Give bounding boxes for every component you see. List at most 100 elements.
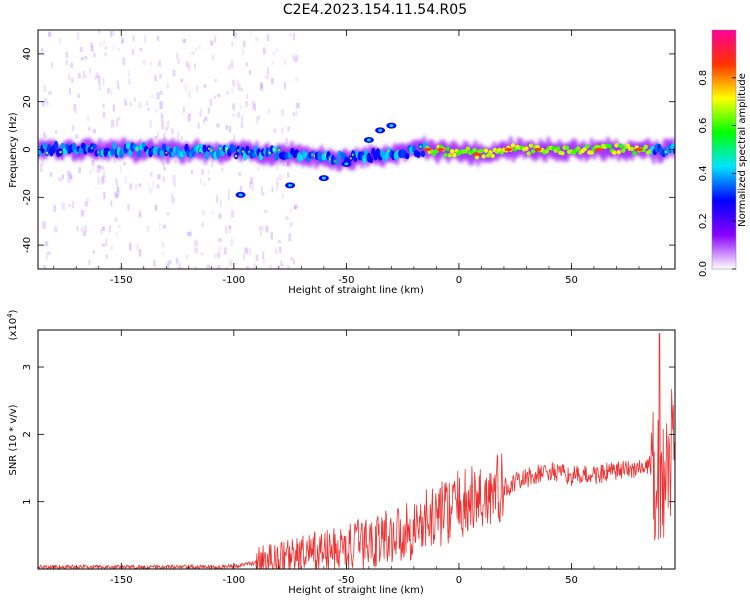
speckle-mark [244,247,247,254]
speckle-mark [214,35,217,43]
speckle-mark [240,121,244,129]
speckle-mark [90,45,94,52]
ridge-peak-mark [135,147,139,151]
speckle-mark [218,213,222,219]
speckle-mark [228,225,231,229]
speckle-mark [230,210,234,218]
ridge-core-mark [585,144,590,149]
speckle-mark [102,170,105,177]
speckle-mark [281,127,284,135]
speckle-mark [73,264,76,269]
speckle-mark [256,116,259,124]
ridge-peak-mark [423,147,432,152]
speckle-mark [161,121,165,129]
speckle-mark [260,82,263,89]
speckle-mark [225,124,228,130]
snr-x-label: Height of straight line (km) [288,585,424,596]
ridge-core-mark [202,144,207,153]
speckle-mark [188,231,192,237]
speckle-mark [293,55,297,63]
speckle-mark [156,131,160,138]
speckle-mark [168,260,172,265]
speckle-mark [120,39,125,44]
ridge-core-mark [555,146,561,151]
speckle-mark [102,77,105,86]
speckle-mark [296,102,300,109]
speckle-mark [281,264,284,269]
speckle-mark [211,159,214,168]
speckle-mark [194,266,198,269]
ridge-core-mark [490,153,495,159]
ridge-core-mark [335,158,340,166]
speckle-mark [265,225,269,233]
speckle-mark [162,164,167,169]
ridge-core-mark [472,148,477,153]
speckle-mark [171,128,175,135]
speckle-mark [228,259,233,267]
speckle-mark [248,248,252,256]
speckle-mark [193,63,196,69]
speckle-mark [182,106,185,113]
speckle-mark [127,203,130,211]
speckle-mark [116,187,121,196]
speckle-mark [136,244,139,251]
ridge-core-mark [416,151,421,158]
speckle-mark [240,88,243,92]
speckle-mark [207,107,210,114]
speckle-mark [127,70,130,78]
snr-panel: -150 -100 -50 0 50 1 2 3 Height of straight li… [6,309,676,596]
speckle-mark [116,80,120,88]
speckle-mark [149,171,153,177]
spectrogram-y-ticks: -40 -20 0 20 40 [22,48,675,253]
speckle-mark [245,62,248,67]
speckle-mark [177,131,180,139]
speckle-mark [252,263,256,269]
speckle-mark [159,74,162,79]
speckle-mark [266,34,270,42]
speckle-mark [100,227,103,235]
ridge-core-mark [524,146,529,151]
speckle-mark [131,49,135,55]
ridge-peak-mark [472,152,481,156]
colorbar-ticks: 0.0 0.2 0.4 0.6 0.8 [698,70,736,277]
speckle-mark [241,49,244,56]
speckle-mark [262,251,265,260]
speckle-mark [223,247,227,255]
speckle-mark [152,180,155,188]
speckle-mark [162,176,165,182]
speckle-mark [278,246,282,254]
speckle-mark [105,239,108,247]
speckle-mark [262,47,266,55]
y-tick-label: 3 [22,364,33,370]
speckle-mark [246,247,249,254]
speckle-mark [47,31,52,37]
speckle-mark [99,166,102,171]
speckle-mark [43,265,46,269]
branch-core-mark [366,138,371,142]
speckle-mark [271,186,274,193]
speckle-mark [217,252,221,258]
speckle-mark [279,174,283,181]
speckle-mark [41,101,45,107]
speckle-mark [123,98,127,106]
speckle-mark [260,231,262,236]
speckle-mark [182,38,187,43]
speckle-mark [159,90,163,96]
speckle-mark [186,231,190,237]
speckle-mark [172,69,176,77]
ridge-core-mark [60,142,65,150]
ridge-core-mark [112,142,117,150]
speckle-mark [161,161,165,166]
speckle-mark [41,158,44,165]
ridge-core-mark [420,150,426,158]
speckle-mark [94,75,97,80]
speckle-mark [67,73,70,81]
speckle-mark [76,32,80,41]
speckle-mark [208,177,210,181]
speckle-mark [87,115,90,122]
speckle-mark [250,30,252,37]
ridge-peak-mark [436,147,445,152]
speckle-mark [227,194,230,201]
ridge-core-mark [92,143,97,150]
speckle-mark [203,119,205,124]
